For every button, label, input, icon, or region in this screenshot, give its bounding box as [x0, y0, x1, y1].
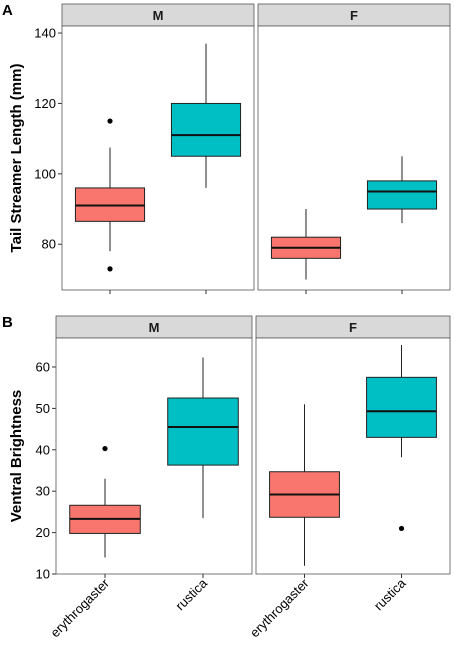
y-tick-label: 30	[36, 484, 50, 499]
y-tick-label: 80	[42, 237, 56, 252]
box-rustica	[366, 376, 437, 438]
plot-panel	[255, 337, 451, 575]
facet-label-F: F	[349, 320, 357, 335]
outlier-point	[102, 445, 108, 452]
plot-panel	[61, 25, 255, 291]
y-tick-label: 20	[36, 525, 50, 540]
y-tick-label: 120	[34, 96, 56, 111]
y-tick-label: 140	[34, 26, 56, 41]
x-category-label: rustica	[371, 575, 409, 613]
box-rustica	[366, 180, 438, 210]
x-category-label: rustica	[172, 575, 210, 613]
box-rustica	[170, 102, 242, 157]
outlier-point	[107, 266, 113, 272]
facet-label-M: M	[149, 320, 160, 335]
x-category-label: erythrogaster	[47, 575, 112, 640]
panel-letter-A: A	[2, 2, 13, 19]
facet-label-F: F	[350, 8, 358, 23]
facet-label-M: M	[153, 8, 164, 23]
y-tick-label: 100	[34, 166, 56, 181]
y-tick-label: 50	[36, 401, 50, 416]
box-rustica	[167, 397, 239, 466]
panel-letter-B: B	[2, 314, 13, 331]
y-tick-label: 10	[36, 567, 50, 582]
y-tick-label: 40	[36, 442, 50, 457]
outlier-point	[398, 525, 405, 532]
x-category-label: erythrogaster	[247, 575, 312, 640]
y-tick-label: 60	[36, 359, 50, 374]
y-axis-title: Ventral Brightness	[8, 390, 25, 523]
y-axis-title: Tail Streamer Length (mm)	[8, 64, 25, 253]
outlier-point	[107, 118, 113, 124]
